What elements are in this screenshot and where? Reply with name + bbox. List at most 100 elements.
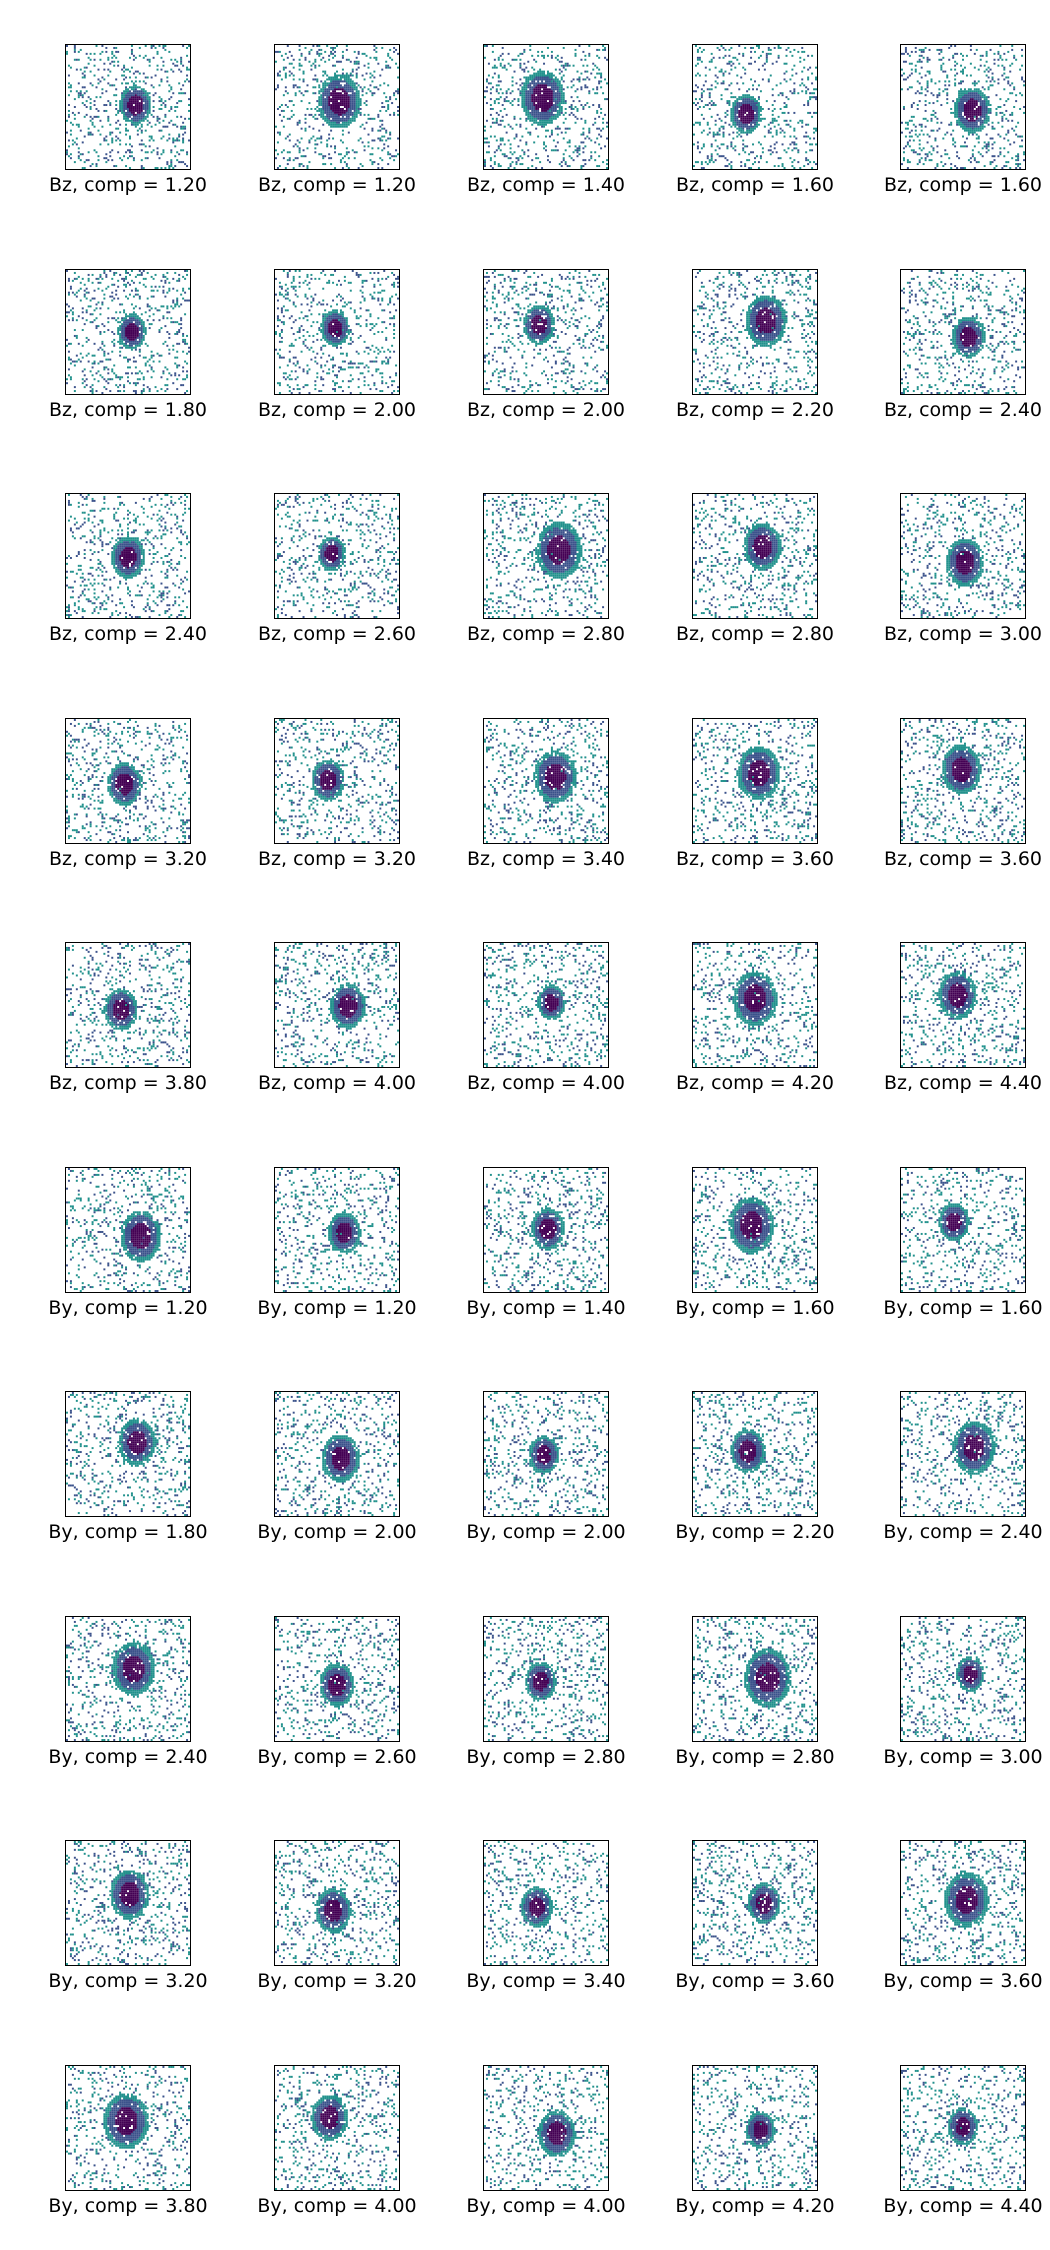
heatmap-image — [483, 717, 609, 844]
speckle-texture — [693, 1392, 817, 1516]
image-panel: By, comp = 2.00 — [237, 1349, 437, 1543]
speckle-texture — [484, 2065, 608, 2190]
speckle-texture — [275, 718, 399, 843]
panel-caption: By, comp = 1.40 — [446, 1297, 646, 1319]
speckle-texture — [66, 45, 190, 169]
image-panel: Bz, comp = 3.20 — [237, 676, 437, 870]
image-panel: By, comp = 4.00 — [446, 2023, 646, 2217]
image-panel: By, comp = 2.80 — [446, 1574, 646, 1768]
heatmap-image — [692, 942, 818, 1068]
image-panel: Bz, comp = 1.20 — [237, 2, 437, 196]
panel-caption: Bz, comp = 1.40 — [446, 174, 646, 196]
image-panel: By, comp = 1.60 — [863, 1125, 1050, 1319]
speckle-texture — [693, 1616, 817, 1741]
heatmap-image — [65, 44, 191, 170]
speckle-texture — [901, 494, 1025, 618]
image-panel: Bz, comp = 3.80 — [28, 900, 228, 1094]
panel-caption: By, comp = 2.80 — [655, 1746, 855, 1768]
speckle-texture — [693, 943, 817, 1067]
heatmap-image — [692, 268, 818, 395]
panel-caption: By, comp = 1.60 — [863, 1297, 1050, 1319]
heatmap-image — [692, 1840, 818, 1966]
image-panel: By, comp = 1.20 — [28, 1125, 228, 1319]
image-panel: By, comp = 2.40 — [863, 1349, 1050, 1543]
heatmap-image — [65, 268, 191, 395]
panel-caption: Bz, comp = 1.20 — [237, 174, 437, 196]
heatmap-image — [65, 942, 191, 1068]
speckle-texture — [484, 1392, 608, 1516]
heatmap-image — [274, 1615, 400, 1742]
heatmap-image — [900, 44, 1026, 170]
heatmap-image — [65, 2064, 191, 2191]
image-panel: Bz, comp = 1.60 — [655, 2, 855, 196]
image-panel: By, comp = 1.80 — [28, 1349, 228, 1543]
speckle-texture — [66, 1616, 190, 1741]
image-panel: Bz, comp = 2.00 — [237, 227, 437, 421]
image-panel: Bz, comp = 3.00 — [863, 451, 1050, 645]
speckle-texture — [275, 2065, 399, 2190]
heatmap-image — [692, 1166, 818, 1293]
panel-caption: Bz, comp = 3.60 — [655, 848, 855, 870]
speckle-texture — [275, 1841, 399, 1965]
image-panel: Bz, comp = 2.80 — [446, 451, 646, 645]
heatmap-image — [483, 942, 609, 1068]
speckle-texture — [275, 269, 399, 394]
speckle-texture — [484, 943, 608, 1067]
speckle-texture — [484, 494, 608, 618]
speckle-texture — [66, 718, 190, 843]
heatmap-image — [274, 268, 400, 395]
panel-caption: Bz, comp = 2.00 — [446, 399, 646, 421]
panel-caption: Bz, comp = 2.40 — [863, 399, 1050, 421]
image-panel: Bz, comp = 1.60 — [863, 2, 1050, 196]
image-panel: By, comp = 4.20 — [655, 2023, 855, 2217]
speckle-texture — [484, 1841, 608, 1965]
speckle-texture — [275, 45, 399, 169]
panel-caption: Bz, comp = 4.40 — [863, 1072, 1050, 1094]
image-panel: By, comp = 2.00 — [446, 1349, 646, 1543]
speckle-texture — [693, 718, 817, 843]
panel-caption: By, comp = 2.60 — [237, 1746, 437, 1768]
speckle-texture — [484, 1616, 608, 1741]
panel-caption: Bz, comp = 1.20 — [28, 174, 228, 196]
heatmap-image — [483, 1615, 609, 1742]
speckle-texture — [901, 45, 1025, 169]
panel-caption: By, comp = 1.20 — [237, 1297, 437, 1319]
image-panel: Bz, comp = 3.20 — [28, 676, 228, 870]
heatmap-image — [900, 1840, 1026, 1966]
image-panel: By, comp = 3.20 — [237, 1798, 437, 1992]
image-panel: Bz, comp = 2.20 — [655, 227, 855, 421]
speckle-texture — [66, 269, 190, 394]
heatmap-image — [483, 44, 609, 170]
image-panel: Bz, comp = 3.40 — [446, 676, 646, 870]
image-panel: Bz, comp = 2.40 — [28, 451, 228, 645]
heatmap-image — [65, 1166, 191, 1293]
panel-caption: By, comp = 3.60 — [655, 1970, 855, 1992]
panel-caption: By, comp = 2.40 — [28, 1746, 228, 1768]
speckle-texture — [484, 1167, 608, 1292]
heatmap-image — [692, 2064, 818, 2191]
panel-caption: By, comp = 2.20 — [655, 1521, 855, 1543]
speckle-texture — [484, 45, 608, 169]
heatmap-image — [900, 1615, 1026, 1742]
heatmap-image — [900, 493, 1026, 619]
heatmap-image — [65, 493, 191, 619]
panel-caption: By, comp = 3.00 — [863, 1746, 1050, 1768]
speckle-texture — [901, 1167, 1025, 1292]
panel-caption: Bz, comp = 3.60 — [863, 848, 1050, 870]
panel-caption: Bz, comp = 1.80 — [28, 399, 228, 421]
panel-caption: By, comp = 3.20 — [28, 1970, 228, 1992]
image-panel: By, comp = 3.60 — [863, 1798, 1050, 1992]
heatmap-image — [483, 2064, 609, 2191]
heatmap-image — [900, 2064, 1026, 2191]
heatmap-image — [274, 942, 400, 1068]
panel-caption: By, comp = 3.20 — [237, 1970, 437, 1992]
heatmap-image — [65, 1615, 191, 1742]
panel-caption: Bz, comp = 2.40 — [28, 623, 228, 645]
panel-caption: By, comp = 4.00 — [237, 2195, 437, 2217]
image-panel: By, comp = 1.60 — [655, 1125, 855, 1319]
panel-caption: By, comp = 1.20 — [28, 1297, 228, 1319]
image-panel: Bz, comp = 1.20 — [28, 2, 228, 196]
panel-caption: Bz, comp = 1.60 — [655, 174, 855, 196]
panel-caption: Bz, comp = 3.80 — [28, 1072, 228, 1094]
